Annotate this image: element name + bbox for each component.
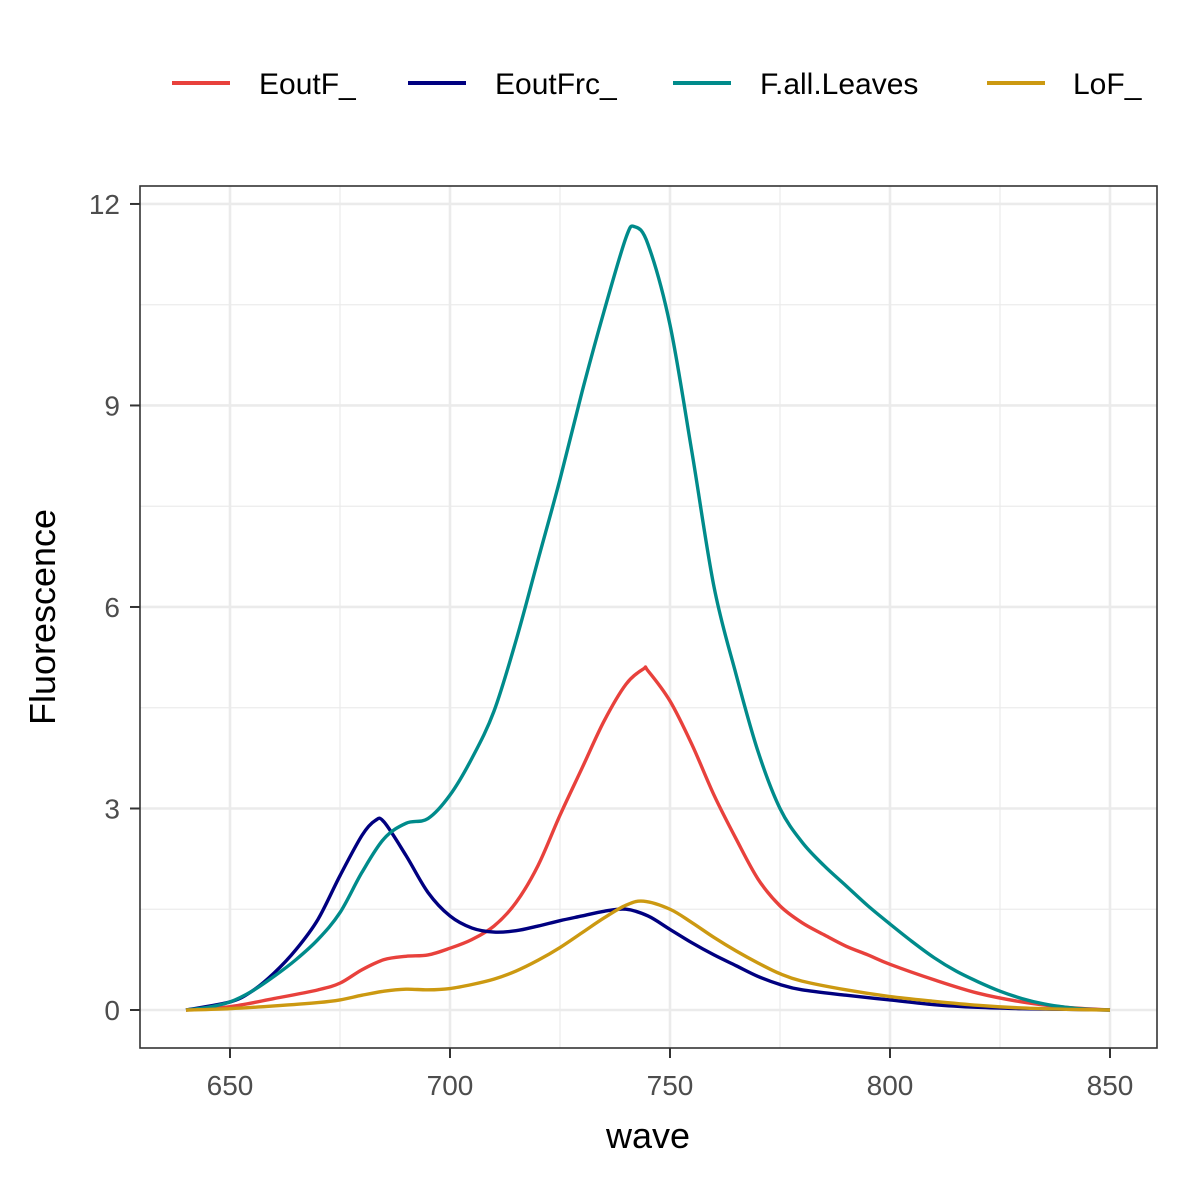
x-tick-label: 700 <box>427 1070 474 1101</box>
y-tick-label: 9 <box>104 390 120 421</box>
x-tick-label: 800 <box>867 1070 914 1101</box>
legend-item: EoutFrc_ <box>408 68 618 101</box>
legend: EoutF_ EoutFrc_ F.all.Leaves LoF_ <box>172 68 1143 101</box>
legend-item: F.all.Leaves <box>673 68 918 101</box>
grid-major <box>140 186 1157 1048</box>
series-line-eoutf <box>185 665 1111 1012</box>
grid-minor <box>140 186 1157 1048</box>
legend-item: EoutF_ <box>172 68 357 101</box>
x-axis-title: wave <box>605 1115 690 1156</box>
y-tick-label: 12 <box>89 189 120 220</box>
y-tick-label: 3 <box>104 793 120 824</box>
legend-label: EoutFrc_ <box>495 68 618 101</box>
x-tick-label: 750 <box>647 1070 694 1101</box>
plot-panel <box>140 186 1157 1048</box>
series-line-f-all-leaves <box>185 224 1111 1012</box>
y-axis: 0 3 6 9 12 <box>89 189 140 1026</box>
series-line-lof <box>185 899 1111 1012</box>
y-tick-label: 0 <box>104 995 120 1026</box>
panel-border <box>139 185 1158 1049</box>
legend-label: F.all.Leaves <box>760 68 918 101</box>
legend-label: EoutF_ <box>259 68 357 101</box>
y-axis-title: Fluorescence <box>22 509 63 725</box>
series-line-eoutfrc <box>185 816 1111 1012</box>
y-tick-label: 6 <box>104 592 120 623</box>
legend-label: LoF_ <box>1073 68 1143 101</box>
x-tick-label: 650 <box>207 1070 254 1101</box>
series-lines <box>185 224 1111 1012</box>
x-tick-label: 850 <box>1087 1070 1134 1101</box>
legend-item: LoF_ <box>987 68 1143 101</box>
x-axis: 650 700 750 800 850 <box>207 1048 1134 1101</box>
